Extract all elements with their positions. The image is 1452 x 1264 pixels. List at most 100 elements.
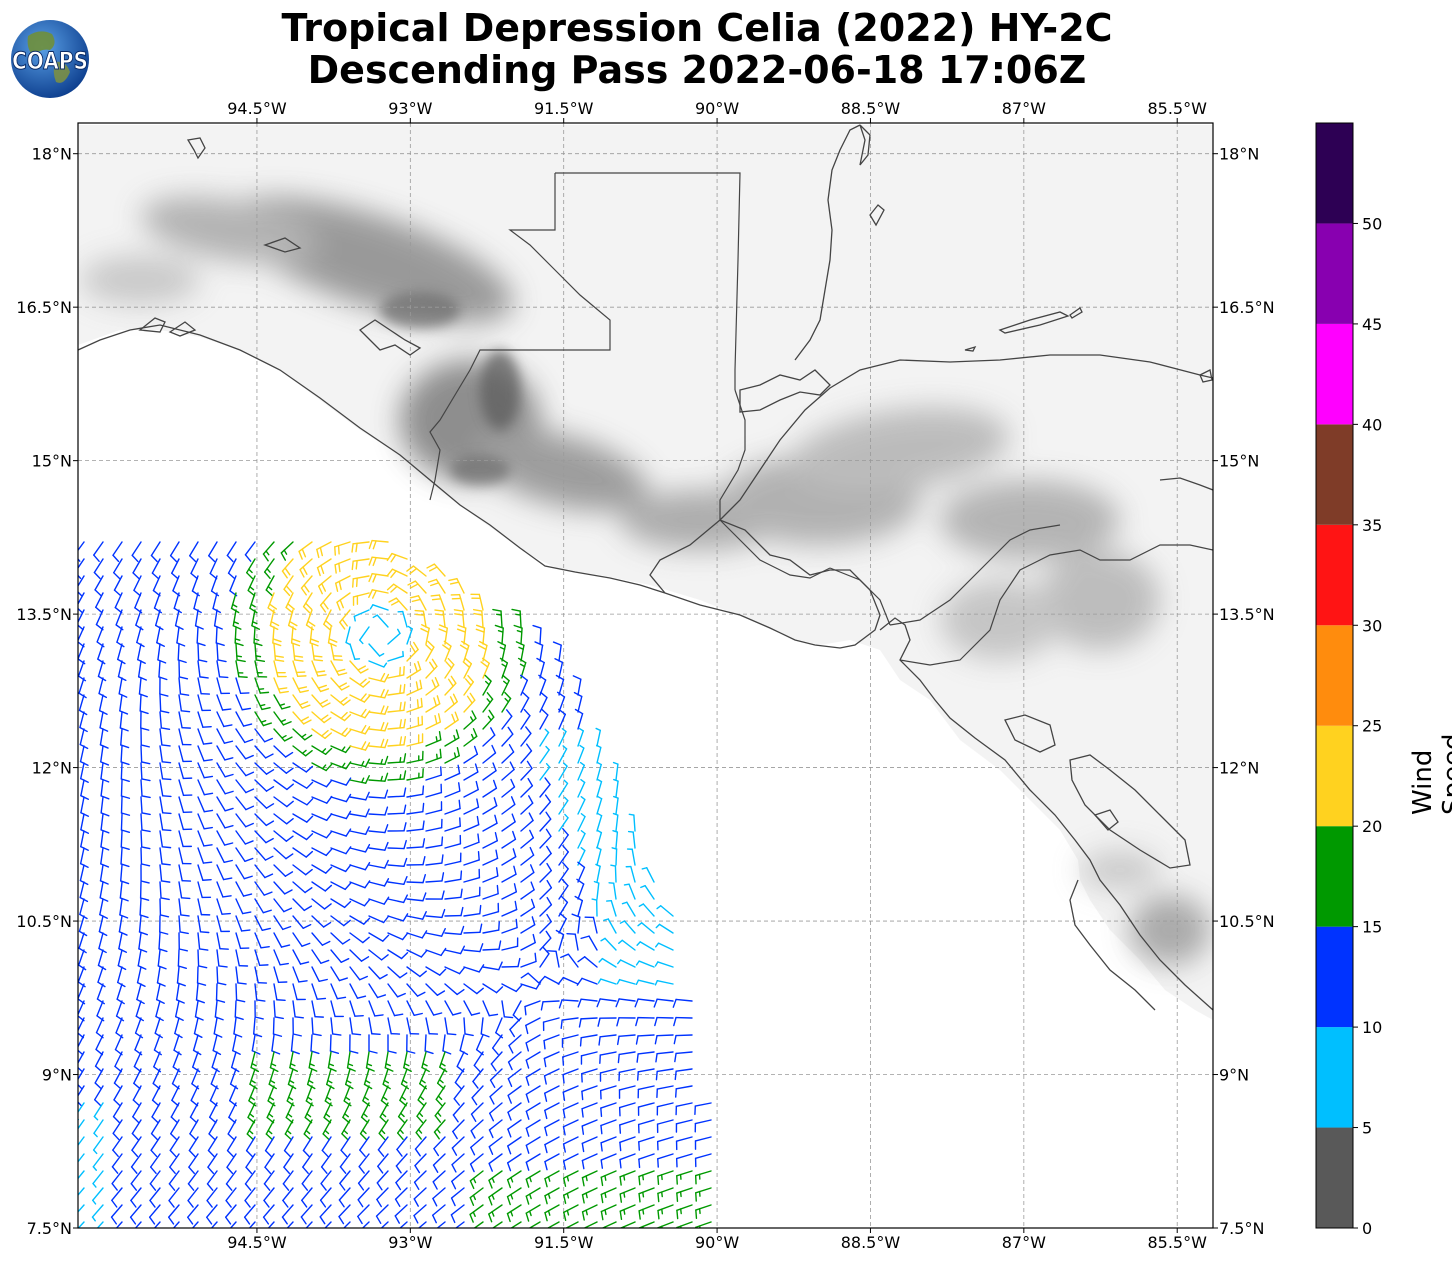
map-axis-ticks: 94.5°W 94.5°W 93°W 93°W 91.5°W 91.5°W 90°W 90°W… xyxy=(16,99,1274,1252)
wind-barb xyxy=(78,660,87,682)
wind-barb xyxy=(432,1170,446,1190)
wind-barb xyxy=(558,708,566,730)
wind-barb xyxy=(113,1085,123,1107)
wind-barb xyxy=(131,1136,142,1158)
wind-barb xyxy=(197,677,211,695)
wind-barb xyxy=(525,1136,541,1154)
wind-barb xyxy=(463,904,482,917)
wind-barb xyxy=(215,626,225,647)
wind-barb xyxy=(416,1102,427,1124)
wind-barb xyxy=(273,1000,284,1020)
wind-barb xyxy=(409,595,427,611)
wind-barb xyxy=(676,1204,693,1220)
wind-barb xyxy=(397,1102,408,1124)
wind-barb xyxy=(226,1136,237,1158)
wind-barb xyxy=(695,1221,712,1228)
wind-barb xyxy=(561,1034,579,1048)
wind-barb xyxy=(377,1153,389,1174)
wind-barb xyxy=(386,552,408,563)
wind-barb xyxy=(387,839,407,850)
wind-barb xyxy=(628,813,636,832)
wind-barb xyxy=(427,578,446,594)
wind-barb xyxy=(406,820,425,832)
wind-barb xyxy=(262,541,275,562)
wind-barb xyxy=(507,1102,522,1121)
wind-barb xyxy=(349,643,361,660)
wind-barb xyxy=(563,1187,579,1204)
wind-barb xyxy=(368,589,389,599)
wind-barb xyxy=(339,1153,351,1174)
colorbar-label: Wind Speed (knots) xyxy=(1408,733,1452,815)
wind-barb xyxy=(319,1187,332,1208)
wind-barb xyxy=(138,932,148,953)
wind-barb xyxy=(488,1136,503,1155)
wind-barb xyxy=(597,978,617,985)
wind-barb xyxy=(672,998,693,1008)
wind-barb xyxy=(598,957,617,968)
wind-barb xyxy=(100,745,110,766)
wind-barb xyxy=(471,1085,484,1106)
country-borders xyxy=(429,172,1213,666)
wind-barb xyxy=(442,640,452,662)
wind-barb xyxy=(156,966,166,987)
wind-barb xyxy=(368,772,389,782)
wind-barb xyxy=(229,1068,239,1090)
wind-barb xyxy=(382,1068,391,1090)
wind-barb xyxy=(311,949,330,964)
wind-barb xyxy=(619,1119,636,1134)
wind-barb xyxy=(178,677,190,696)
wind-barb xyxy=(444,983,465,996)
wind-barb xyxy=(100,796,110,817)
wind-barb xyxy=(488,1153,503,1172)
wind-barb xyxy=(406,983,426,997)
wind-barb xyxy=(115,1000,125,1022)
lat-tick-label-left: 16.5°N xyxy=(16,298,72,317)
wind-barb xyxy=(330,660,348,676)
wind-barb xyxy=(352,592,370,606)
wind-barb xyxy=(444,906,464,917)
wind-barb xyxy=(330,881,352,891)
wind-barb xyxy=(292,779,314,789)
wind-barb xyxy=(450,1187,465,1207)
wind-barb xyxy=(113,575,123,597)
wind-barb xyxy=(120,830,130,851)
wind-barb xyxy=(562,1085,579,1102)
colorbar-tick-label: 20 xyxy=(1362,817,1382,836)
wind-barb xyxy=(78,694,88,716)
wind-barb xyxy=(330,777,352,786)
wind-barb xyxy=(178,694,191,713)
wind-barb xyxy=(78,592,85,614)
wind-barb xyxy=(432,1153,446,1173)
wind-barb xyxy=(150,1119,161,1141)
wind-barb xyxy=(177,949,188,969)
wind-barb xyxy=(555,929,565,951)
wind-barb xyxy=(472,1068,484,1089)
wind-barb xyxy=(444,675,457,696)
lon-tick-label-bottom: 87°W xyxy=(1002,1233,1046,1252)
wind-barb xyxy=(330,983,347,1000)
wind-barb xyxy=(406,565,427,577)
wind-barb xyxy=(520,846,535,866)
wind-barb xyxy=(674,1085,693,1098)
wind-barb xyxy=(177,643,187,664)
wind-barb xyxy=(520,898,536,917)
wind-barb xyxy=(657,1204,674,1220)
wind-barb xyxy=(603,918,617,934)
wind-barb xyxy=(525,1068,541,1086)
wind-barb xyxy=(254,813,275,827)
wind-barb xyxy=(246,558,256,580)
wind-barb xyxy=(342,1102,351,1124)
wind-barb xyxy=(234,1000,244,1021)
wind-barb xyxy=(131,1119,142,1141)
wind-barb xyxy=(387,1017,401,1035)
wind-barb xyxy=(539,745,550,764)
wind-barb xyxy=(406,768,424,781)
wind-barb xyxy=(357,1170,370,1191)
wind-barb xyxy=(489,1085,503,1105)
wind-barb xyxy=(520,795,534,815)
wind-barb xyxy=(444,945,466,955)
colorbar-tick-label: 45 xyxy=(1362,315,1382,334)
wind-barb xyxy=(482,779,498,798)
wind-barb xyxy=(406,949,428,958)
wind-barb xyxy=(311,932,331,946)
